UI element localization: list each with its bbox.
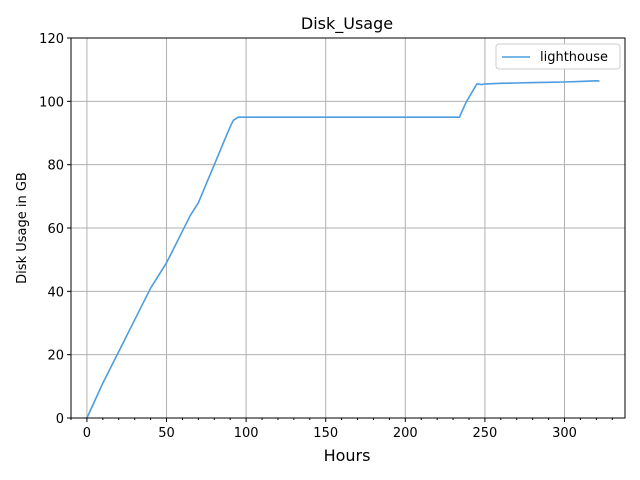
y-axis-label: Disk Usage in GB xyxy=(15,172,30,284)
series-layer xyxy=(86,80,600,419)
x-tick-label: 150 xyxy=(313,426,338,441)
x-axis-label: Hours xyxy=(324,446,371,465)
y-tick-label: 40 xyxy=(47,285,64,300)
x-tick-label: 50 xyxy=(158,426,175,441)
y-tick-label: 0 xyxy=(56,412,64,427)
axis-ticks: 0 50 100 150 200 250 300 0 20 40 60 80 100 120 xyxy=(39,32,613,441)
x-tick-label: 250 xyxy=(472,426,497,441)
x-tick-label: 300 xyxy=(552,426,577,441)
x-tick-label: 0 xyxy=(83,426,91,441)
y-tick-label: 120 xyxy=(39,32,64,47)
legend: lighthouse xyxy=(495,43,621,70)
x-tick-label: 200 xyxy=(393,426,418,441)
y-tick-label: 80 xyxy=(47,159,64,174)
y-tick-label: 100 xyxy=(39,95,64,110)
x-tick-label: 100 xyxy=(234,426,259,441)
series-line-lighthouse xyxy=(86,80,600,419)
legend-label: lighthouse xyxy=(540,50,608,65)
y-tick-label: 20 xyxy=(47,349,64,364)
legend-box xyxy=(495,43,621,70)
chart-title: Disk_Usage xyxy=(301,14,393,34)
y-tick-label: 60 xyxy=(47,222,64,237)
